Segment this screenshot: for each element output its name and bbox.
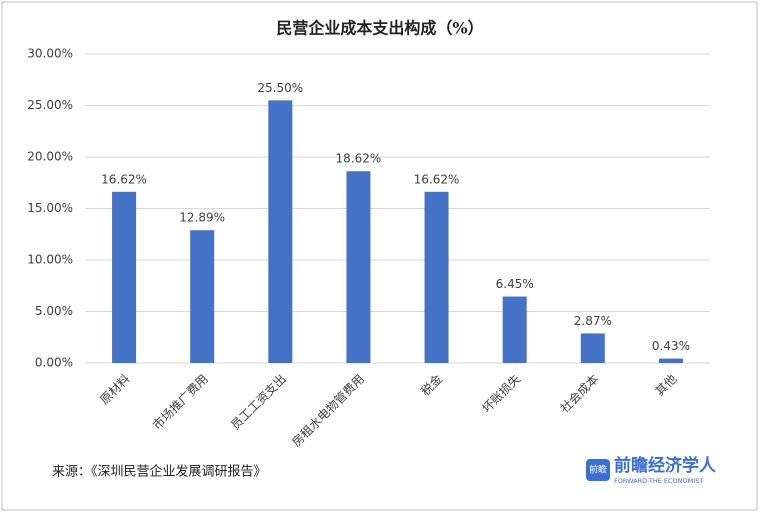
value-label: 6.45% (496, 277, 534, 291)
y-tick-label: 10.00% (27, 253, 73, 267)
source: 来源：《深圳民营企业发展调研报告》 (52, 464, 267, 480)
bar (502, 296, 527, 363)
y-tick-label: 20.00% (27, 150, 73, 164)
value-label: 12.89% (179, 211, 225, 225)
logo-icon (586, 459, 610, 481)
value-label: 18.62% (336, 152, 382, 166)
bar (112, 191, 137, 363)
value-label: 16.62% (414, 172, 460, 186)
y-tick-label: 5.00% (35, 304, 73, 318)
bar (268, 100, 293, 363)
bar (346, 171, 371, 363)
value-label: 16.62% (101, 172, 147, 186)
value-label: 0.43% (652, 339, 690, 353)
logo-tagline: FORWARD-THE ECONOMIST (614, 477, 703, 485)
chart-title: 民营企业成本支出构成（%） (276, 19, 483, 38)
y-tick-label: 0.00% (35, 356, 73, 370)
value-label: 25.50% (257, 81, 303, 95)
bar (190, 230, 215, 363)
logo-name: 前瞻经济学人 (614, 455, 717, 476)
y-tick-label: 30.00% (27, 47, 73, 61)
y-tick-label: 15.00% (27, 201, 73, 215)
bar (658, 358, 683, 363)
bar (424, 191, 449, 363)
logo-icon-text: 前瞻 (589, 464, 607, 476)
y-tick-label: 25.00% (27, 98, 73, 112)
value-label: 2.87% (574, 314, 612, 328)
bar (580, 333, 605, 363)
